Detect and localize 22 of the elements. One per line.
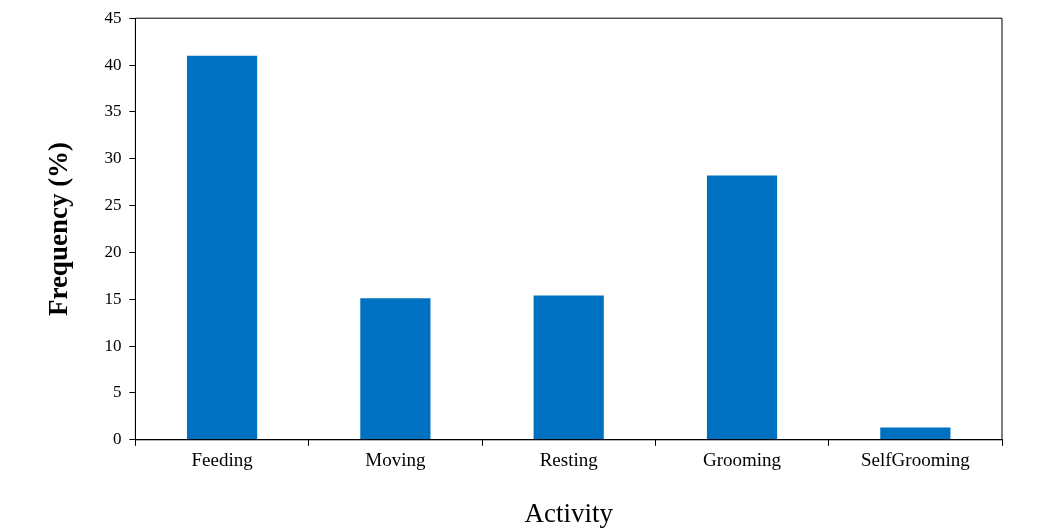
y-tick-label: 35 [104,101,122,121]
bar [186,55,258,440]
x-tick-label: SelfGrooming [860,449,971,471]
x-tick-label: Resting [539,449,599,471]
y-axis-title: Frequency (%) [43,141,74,317]
bar [360,298,431,440]
y-tick-label: 0 [112,429,122,449]
bar [533,295,604,440]
y-tick-label: 15 [104,288,122,308]
bar [880,427,951,440]
y-tick-label: 25 [104,195,122,215]
y-tick-label: 45 [104,7,122,27]
y-tick-label: 40 [104,54,122,74]
y-tick-label: 20 [104,241,122,261]
x-tick-label: Moving [365,449,426,471]
x-tick-label: Feeding [191,449,254,471]
y-tick-label: 5 [112,382,122,402]
x-tick-label: Grooming [702,449,782,471]
bar [706,175,778,440]
x-axis-title: Activity [524,497,614,528]
y-tick-label: 10 [104,335,122,355]
y-tick-label: 30 [104,148,122,168]
